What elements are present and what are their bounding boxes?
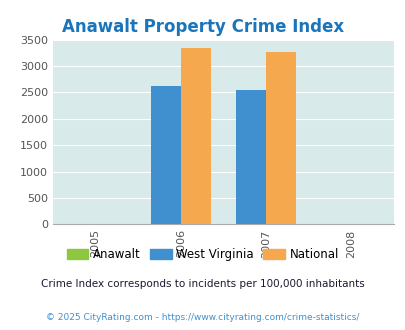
Text: Anawalt Property Crime Index: Anawalt Property Crime Index — [62, 18, 343, 36]
Bar — [180, 48, 210, 224]
Bar — [150, 86, 180, 224]
Bar — [265, 52, 295, 224]
Legend: Anawalt, West Virginia, National: Anawalt, West Virginia, National — [62, 244, 343, 266]
Text: Crime Index corresponds to incidents per 100,000 inhabitants: Crime Index corresponds to incidents per… — [41, 279, 364, 289]
Text: © 2025 CityRating.com - https://www.cityrating.com/crime-statistics/: © 2025 CityRating.com - https://www.city… — [46, 313, 359, 322]
Bar — [236, 90, 265, 224]
